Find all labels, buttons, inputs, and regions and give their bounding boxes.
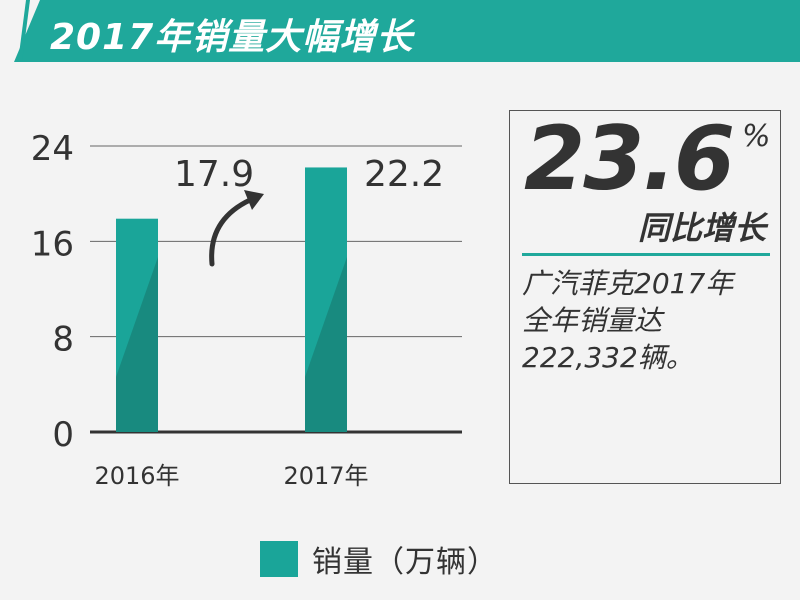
bar-shade xyxy=(305,257,347,432)
y-tick-label: 24 xyxy=(31,129,74,169)
description-line: 222,332辆。 xyxy=(522,341,694,374)
legend-swatch xyxy=(260,541,298,577)
info-divider xyxy=(522,253,770,256)
data-label: 22.2 xyxy=(364,154,444,195)
arrow-head-icon xyxy=(244,190,264,210)
info-box: 23.6 % 同比增长 广汽菲克2017年 全年销量达 222,332辆。 xyxy=(509,110,781,484)
percent-sign: % xyxy=(742,119,771,154)
header-band xyxy=(0,0,800,62)
page-title: 2017年销量大幅增长 xyxy=(50,17,414,58)
upward-arrow-icon xyxy=(209,197,253,267)
x-tick-label: 2017年 xyxy=(283,462,368,490)
growth-percentage: 23.6 xyxy=(524,107,735,210)
legend: 销量（万辆） xyxy=(260,540,498,580)
data-label: 17.9 xyxy=(174,154,254,195)
legend-label: 销量（万辆） xyxy=(312,545,498,580)
bar-chart: 0 8 16 24 2016年 2017年 17.9 22.2 xyxy=(31,129,462,490)
y-tick-label: 0 xyxy=(52,415,74,455)
description: 广汽菲克2017年 全年销量达 222,332辆。 xyxy=(522,265,774,376)
description-line: 全年销量达 xyxy=(522,304,663,337)
bar-shade xyxy=(116,257,158,432)
x-tick-label: 2016年 xyxy=(94,462,179,490)
description-line: 广汽菲克2017年 xyxy=(522,267,734,300)
y-tick-label: 16 xyxy=(31,224,74,264)
growth-label: 同比增长 xyxy=(637,209,766,247)
y-tick-label: 8 xyxy=(52,320,74,360)
